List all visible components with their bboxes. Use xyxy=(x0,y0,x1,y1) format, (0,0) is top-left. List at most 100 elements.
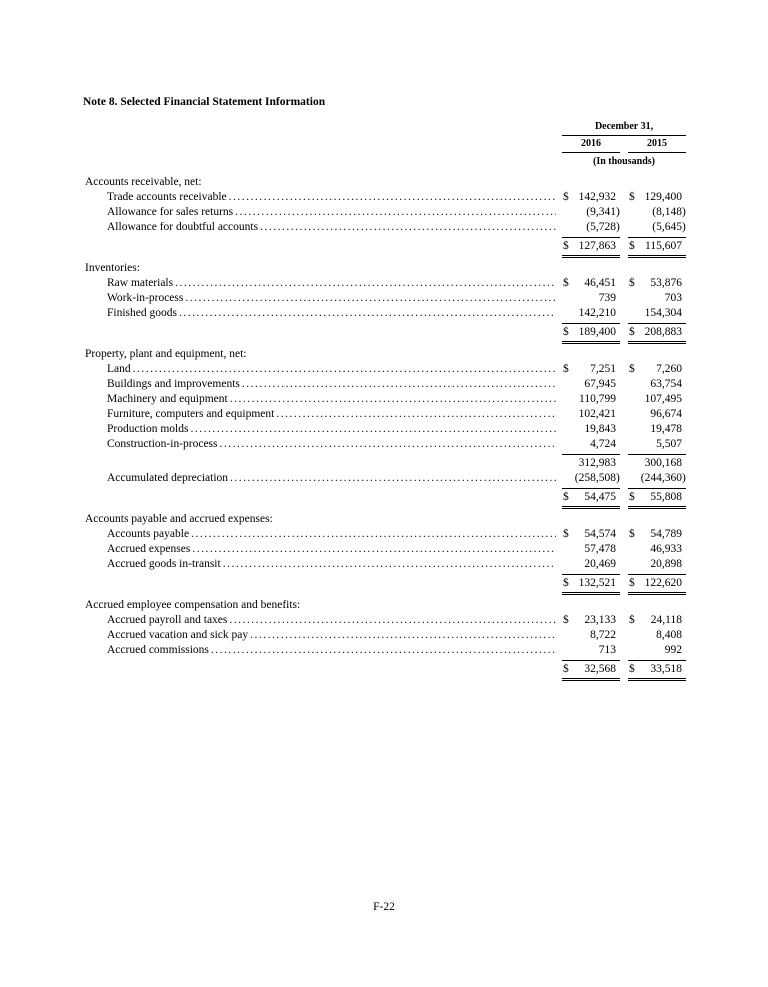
dot-leader xyxy=(191,527,556,542)
value-text: (5,645) xyxy=(652,221,686,233)
value-text: 33,518 xyxy=(650,663,682,675)
value-text: 115,607 xyxy=(645,240,682,252)
value-cell-2016: $7,251 xyxy=(562,362,620,377)
page-number: F-22 xyxy=(373,901,395,913)
value-cell-2015: 5,507 xyxy=(628,437,686,452)
value-cell-2015: (8,148) xyxy=(628,205,686,220)
value-cell-2015: $55,808 xyxy=(628,488,686,509)
value-cell-2015: $122,620 xyxy=(628,574,686,595)
value-cell-2016: $127,863 xyxy=(562,237,620,258)
value-text: 102,421 xyxy=(578,408,616,420)
value-text: 20,469 xyxy=(584,558,616,570)
row-label: Accrued commissions xyxy=(107,644,209,656)
table-row: Accounts payable$54,574$54,789 xyxy=(85,527,686,542)
value-text: 67,945 xyxy=(584,378,616,390)
currency-symbol: $ xyxy=(563,491,569,503)
value-cell-2016: $46,451 xyxy=(562,276,620,291)
value-cell-2015: $24,118 xyxy=(628,613,686,628)
currency-symbol: $ xyxy=(563,240,569,252)
value-cell-2015: 20,898 xyxy=(628,557,686,572)
value-cell-2015: (5,645) xyxy=(628,220,686,235)
value-text: 7,251 xyxy=(590,363,616,375)
table-row: Allowance for doubtful accounts (5,728) (5… xyxy=(85,220,686,235)
value-cell-2016: $142,932 xyxy=(562,190,620,205)
table-row: Finished goods 142,210 154,304 xyxy=(85,306,686,321)
row-label: Accrued vacation and sick pay xyxy=(107,629,249,641)
value-text: 24,118 xyxy=(650,614,682,626)
value-cell-2015: 96,674 xyxy=(628,407,686,422)
value-cell-2016: $189,400 xyxy=(562,323,620,344)
value-text: (5,728) xyxy=(586,221,620,233)
value-cell-2016: 110,799 xyxy=(562,392,620,407)
section-heading-row: Accrued employee compensation and benefi… xyxy=(85,598,686,613)
value-text: 96,674 xyxy=(650,408,682,420)
value-cell-2016: (9,341) xyxy=(562,205,620,220)
value-text: 7,260 xyxy=(656,363,682,375)
value-cell-2015: 46,933 xyxy=(628,542,686,557)
value-cell-2016: 142,210 xyxy=(562,306,620,321)
row-label: Machinery and equipment xyxy=(107,393,228,405)
value-cell-2016: 8,722 xyxy=(562,628,620,643)
value-cell-2015: $115,607 xyxy=(628,237,686,258)
value-text: 154,304 xyxy=(644,307,682,319)
value-cell-2015: 154,304 xyxy=(628,306,686,321)
value-text: 19,478 xyxy=(650,423,682,435)
value-text: 4,724 xyxy=(590,438,616,450)
value-text: 5,507 xyxy=(656,438,682,450)
dot-leader xyxy=(229,613,556,628)
value-cell-2015: $33,518 xyxy=(628,660,686,681)
currency-symbol: $ xyxy=(629,528,635,540)
dot-leader xyxy=(175,276,556,291)
value-text: 19,843 xyxy=(584,423,616,435)
row-label: Accumulated depreciation xyxy=(107,472,229,484)
table-body: Accounts receivable, net: Trade accounts … xyxy=(85,175,686,681)
currency-symbol: $ xyxy=(563,277,569,289)
value-text: 107,495 xyxy=(644,393,682,405)
section-heading-label: Accounts receivable, net: xyxy=(85,176,202,188)
value-text: 300,168 xyxy=(644,457,682,469)
value-text: 63,754 xyxy=(650,378,682,390)
row-label: Land xyxy=(107,363,131,375)
value-cell-2016: $54,574 xyxy=(562,527,620,542)
currency-symbol: $ xyxy=(563,614,569,626)
value-text: 142,210 xyxy=(578,307,616,319)
currency-symbol: $ xyxy=(563,528,569,540)
dot-leader xyxy=(220,437,556,452)
value-text: (9,341) xyxy=(586,206,620,218)
value-text: 54,475 xyxy=(584,491,616,503)
table-row: Buildings and improvements 67,945 63,754 xyxy=(85,377,686,392)
row-label: Work-in-process xyxy=(107,292,184,304)
value-cell-2016: 19,843 xyxy=(562,422,620,437)
section-heading-row: Accounts receivable, net: xyxy=(85,175,686,190)
dot-leader xyxy=(242,377,556,392)
dot-leader xyxy=(133,362,556,377)
value-cell-2015: 992 xyxy=(628,643,686,658)
value-text: 189,400 xyxy=(578,326,616,338)
row-label: Accounts payable xyxy=(107,528,190,540)
table-row: Construction-in-process 4,724 5,507 xyxy=(85,437,686,452)
total-row: $127,863 $115,607 xyxy=(85,236,686,258)
value-text: 142,932 xyxy=(578,191,616,203)
dot-leader xyxy=(230,471,556,486)
currency-symbol: $ xyxy=(629,614,635,626)
value-cell-2015: 19,478 xyxy=(628,422,686,437)
currency-symbol: $ xyxy=(629,577,635,589)
section-heading-label: Accrued employee compensation and benefi… xyxy=(85,599,301,611)
table-row: Machinery and equipment 110,799 107,495 xyxy=(85,392,686,407)
value-cell-2016: 739 xyxy=(562,291,620,306)
dot-leader xyxy=(192,542,556,557)
section-heading-label: Property, plant and equipment, net: xyxy=(85,348,247,360)
currency-symbol: $ xyxy=(629,663,635,675)
table-row: Accrued goods in-transit 20,469 20,898 xyxy=(85,557,686,572)
value-cell-2016: (5,728) xyxy=(562,220,620,235)
currency-symbol: $ xyxy=(629,277,635,289)
value-text: 32,568 xyxy=(584,663,616,675)
value-cell-2015: 8,408 xyxy=(628,628,686,643)
note-title: Note 8. Selected Financial Statement Inf… xyxy=(83,96,326,108)
table-row: Production molds 19,843 19,478 xyxy=(85,422,686,437)
dot-leader xyxy=(235,205,556,220)
value-cell-2016: 57,478 xyxy=(562,542,620,557)
value-cell-2016: 713 xyxy=(562,643,620,658)
value-text: 992 xyxy=(664,644,682,656)
value-text: 739 xyxy=(598,292,616,304)
